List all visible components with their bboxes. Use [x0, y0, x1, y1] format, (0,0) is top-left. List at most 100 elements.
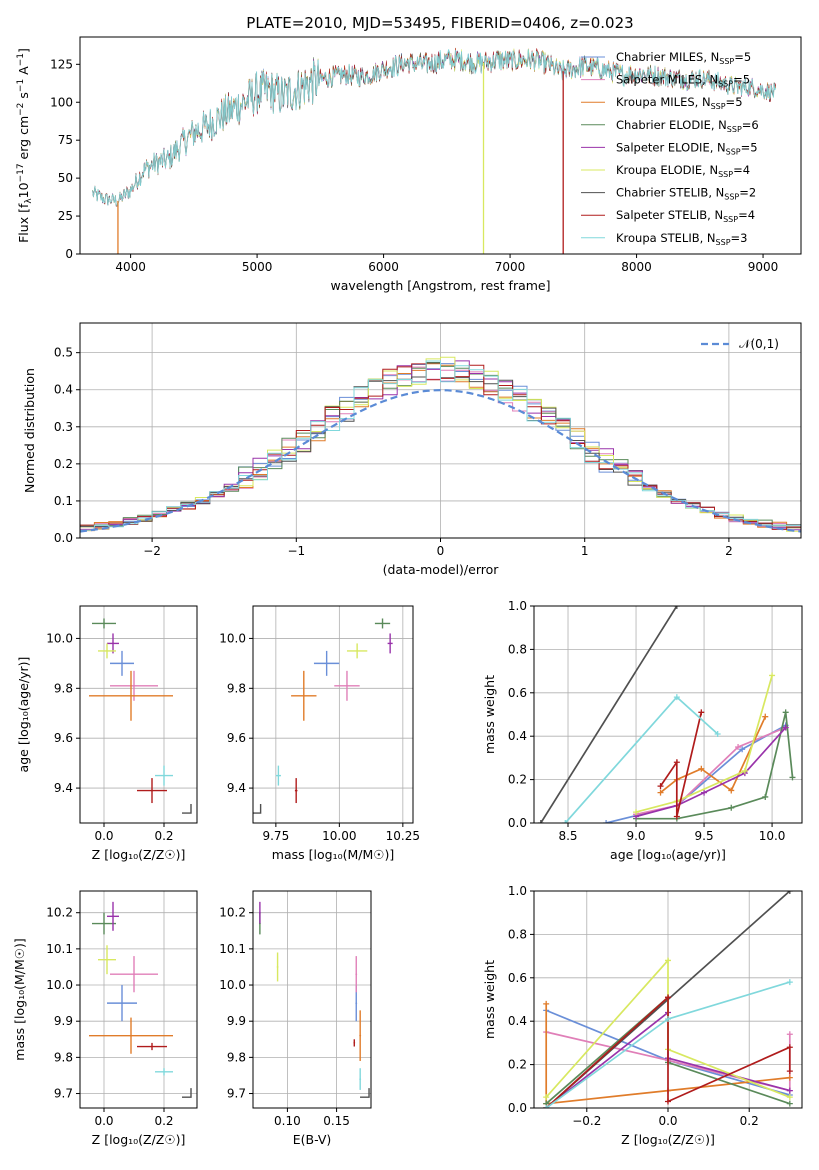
- legend-nssp-prefix: , N: [702, 73, 718, 87]
- data-point-marker: [253, 804, 262, 814]
- y-tick-label: 75: [58, 133, 73, 147]
- x-tick-label: 0.10: [274, 1114, 301, 1128]
- weight-marker: [782, 724, 789, 731]
- y-tick-label: 0.6: [508, 686, 527, 700]
- x-axis-label: E(B-V): [293, 1132, 332, 1147]
- legend-label: Kroupa ELODIE, NSSP=4: [616, 163, 750, 179]
- weight-marker: [543, 1094, 550, 1101]
- y-tick-label: 10.2: [46, 906, 73, 920]
- y-tick-label: 0: [65, 247, 73, 261]
- x-tick-label: −1: [287, 544, 305, 558]
- legend-nssp: 5: [744, 50, 751, 64]
- panel-age_vs_mass: 9.75 10.00 10.25 9.4 9.6 9.8 10.0 mass [log₁₀(M…: [219, 605, 420, 862]
- legend-nssp-sub: SSP: [718, 80, 733, 89]
- weight-marker: [543, 1000, 550, 1007]
- weight-marker: [786, 1031, 793, 1038]
- data-point: [258, 911, 261, 914]
- weight-marker: [603, 820, 610, 823]
- weight-marker: [698, 765, 705, 772]
- data-point: [103, 922, 105, 925]
- panel-residuals: −2 −1 0 1 2 0.0 0.1 0.2 0.3 0.4 0.5 (data-model)/er…: [22, 322, 802, 577]
- y-tick-label: 0.3: [54, 420, 73, 434]
- legend-name: Chabrier ELODIE: [616, 118, 711, 132]
- data-point: [151, 1045, 153, 1048]
- x-tick-label: 9.5: [695, 829, 714, 843]
- weight-line: [635, 675, 773, 813]
- plot-area-mass_vs_Z: [89, 901, 192, 1098]
- weight-marker: [673, 606, 680, 609]
- y-tick-label: 0.4: [54, 383, 73, 397]
- weight-marker: [665, 957, 671, 964]
- x-tick-label: 0.15: [323, 1114, 350, 1128]
- y-tick-label: 10.0: [46, 631, 73, 645]
- legend-label: Chabrier MILES, NSSP=5: [616, 50, 751, 66]
- legend-nssp-prefix: , N: [710, 140, 726, 154]
- legend-name: Salpeter ELODIE: [616, 140, 710, 154]
- panel-massweight_vs_age: 8.5 9.0 9.5 10.0 0.0 0.2 0.4 0.6 0.8 1.0 age [log₁…: [482, 599, 803, 862]
- weight-marker: [562, 820, 569, 823]
- weight-marker: [657, 789, 664, 796]
- legend-nssp-sub: SSP: [723, 215, 738, 224]
- y-tick-label: 0.1: [54, 494, 73, 508]
- y-label-part: λ: [24, 198, 34, 204]
- y-label-part: −17: [16, 163, 26, 182]
- legend-label: Chabrier ELODIE, NSSP=6: [616, 118, 759, 134]
- y-tick-label: 9.8: [227, 681, 246, 695]
- legend-eq: =: [731, 231, 741, 245]
- y-tick-label: 0.5: [54, 346, 73, 360]
- legend-name: Kroupa STELIB: [616, 231, 700, 245]
- legend-nssp: 4: [748, 208, 755, 222]
- x-tick-label: 4000: [115, 260, 146, 274]
- data-point: [381, 622, 384, 625]
- weight-marker: [741, 767, 748, 774]
- legend-nssp-prefix: , N: [700, 231, 716, 245]
- legend-label: Kroupa MILES, NSSP=5: [616, 95, 743, 111]
- weight-marker: [789, 774, 796, 781]
- legend-nssp: 5: [735, 95, 742, 109]
- data-point: [355, 973, 358, 976]
- weight-marker: [786, 1068, 793, 1075]
- weight-marker: [665, 1016, 671, 1023]
- y-tick-label: 10.1: [219, 942, 246, 956]
- y-tick-label: 50: [58, 171, 73, 185]
- weight-marker: [543, 1105, 550, 1108]
- y-tick-label: 10.0: [219, 978, 246, 992]
- weight-marker: [735, 744, 742, 751]
- y-tick-label: 1.0: [508, 884, 527, 898]
- weight-line: [635, 726, 787, 816]
- y-tick-label: 0.0: [508, 816, 527, 830]
- x-axis-label: Z [log₁₀(Z/Z☉)]: [92, 1132, 186, 1147]
- weight-marker: [714, 731, 721, 738]
- x-tick-label: 0.0: [658, 1114, 677, 1128]
- y-tick-label: 9.6: [54, 731, 73, 745]
- legend-eq: =: [733, 163, 743, 177]
- legend-nssp-prefix: , N: [707, 208, 723, 222]
- y-label-part: Flux [f: [16, 203, 31, 243]
- legend-nssp-sub: SSP: [727, 125, 742, 134]
- y-tick-label: 0.2: [54, 457, 73, 471]
- legend-label: Kroupa STELIB, NSSP=3: [616, 231, 748, 247]
- data-point: [163, 1070, 165, 1073]
- weight-marker: [657, 783, 664, 790]
- data-point: [325, 662, 328, 665]
- y-tick-label: 9.9: [54, 1014, 73, 1028]
- x-tick-label: 0.0: [94, 829, 113, 843]
- weight-marker: [673, 813, 680, 820]
- weight-line: [540, 606, 678, 823]
- y-axis-label: Flux [fλ10−17 erg cm−2 s−1 A−1]: [16, 48, 34, 243]
- legend-eq: =: [726, 95, 736, 109]
- axes-frame: [79, 605, 198, 824]
- weight-marker: [673, 694, 680, 701]
- y-axis-label: mass weight: [482, 960, 497, 1039]
- panel-spectrum: 4000 5000 6000 7000 8000 90000255075100125wav…: [50, 36, 802, 293]
- legend-label: Salpeter ELODIE, NSSP=5: [616, 140, 758, 156]
- y-tick-label: 10.1: [46, 942, 73, 956]
- y-tick-label: 9.7: [227, 1087, 246, 1101]
- weight-marker: [698, 709, 705, 716]
- data-point: [276, 966, 279, 968]
- axes-frame: [252, 890, 372, 1109]
- weight-marker: [762, 793, 769, 800]
- data-point: [277, 774, 280, 777]
- y-tick-label: 0.0: [54, 531, 73, 545]
